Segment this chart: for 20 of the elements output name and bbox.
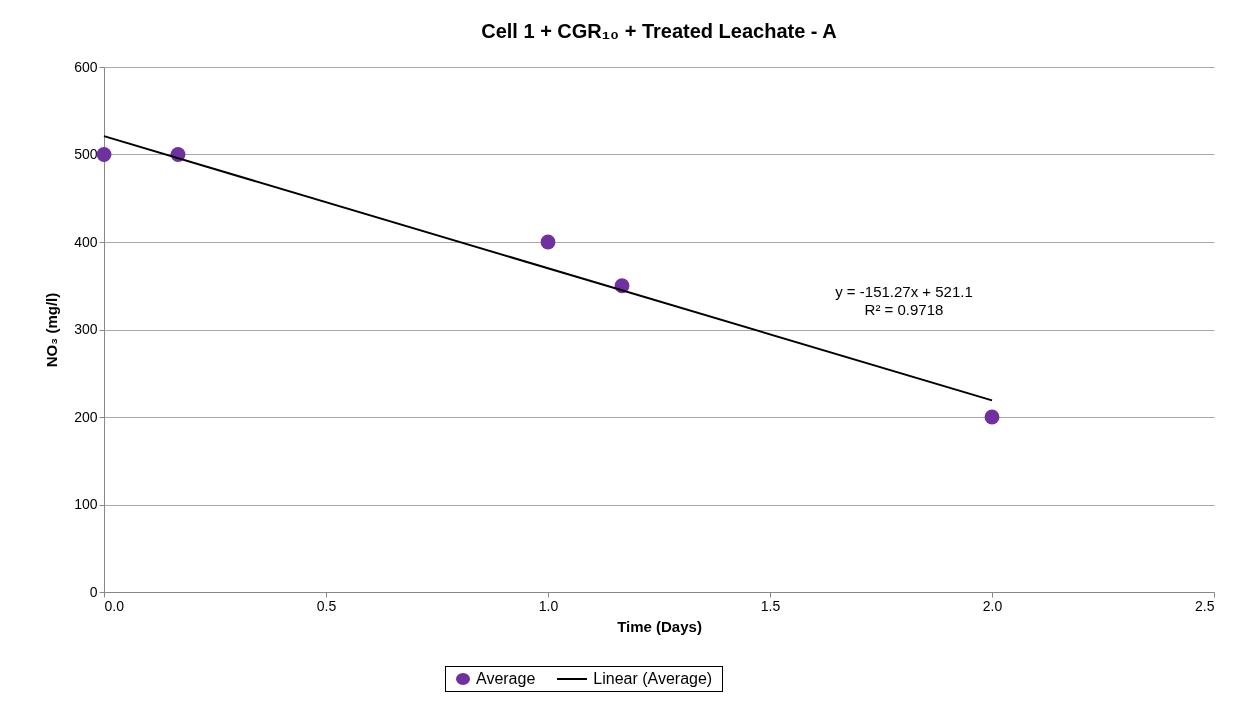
legend-label: Linear (Average) [593,670,713,688]
x-tick-label: 1.0 [538,597,559,614]
annotation: y = -151.27x + 521.1 [835,283,973,300]
x-tick-label: 2.0 [982,597,1003,614]
x-tick-label: 2.5 [1195,597,1215,614]
x-tick-label: 0.5 [316,597,337,614]
y-tick-label: 0 [89,583,98,600]
legend-label: Average [476,670,536,688]
y-axis-title: NO₃ (mg/l) [43,292,61,368]
y-tick-label: 200 [74,408,98,425]
y-tick-label: 600 [74,58,98,75]
y-tick-label: 300 [74,321,98,337]
x-tick-label: 0.0 [104,597,125,614]
y-tick-label: 100 [74,496,98,512]
y-tick-label: 400 [74,233,98,250]
x-tick-label: 1.5 [760,597,781,614]
x-axis-title: Time (Days) [617,617,702,635]
annotation: R² = 0.9718 [864,301,944,318]
y-tick-label: 500 [74,146,98,162]
chart-title: Cell 1 + CGR₁₀ + Treated Leachate - A [481,20,837,42]
